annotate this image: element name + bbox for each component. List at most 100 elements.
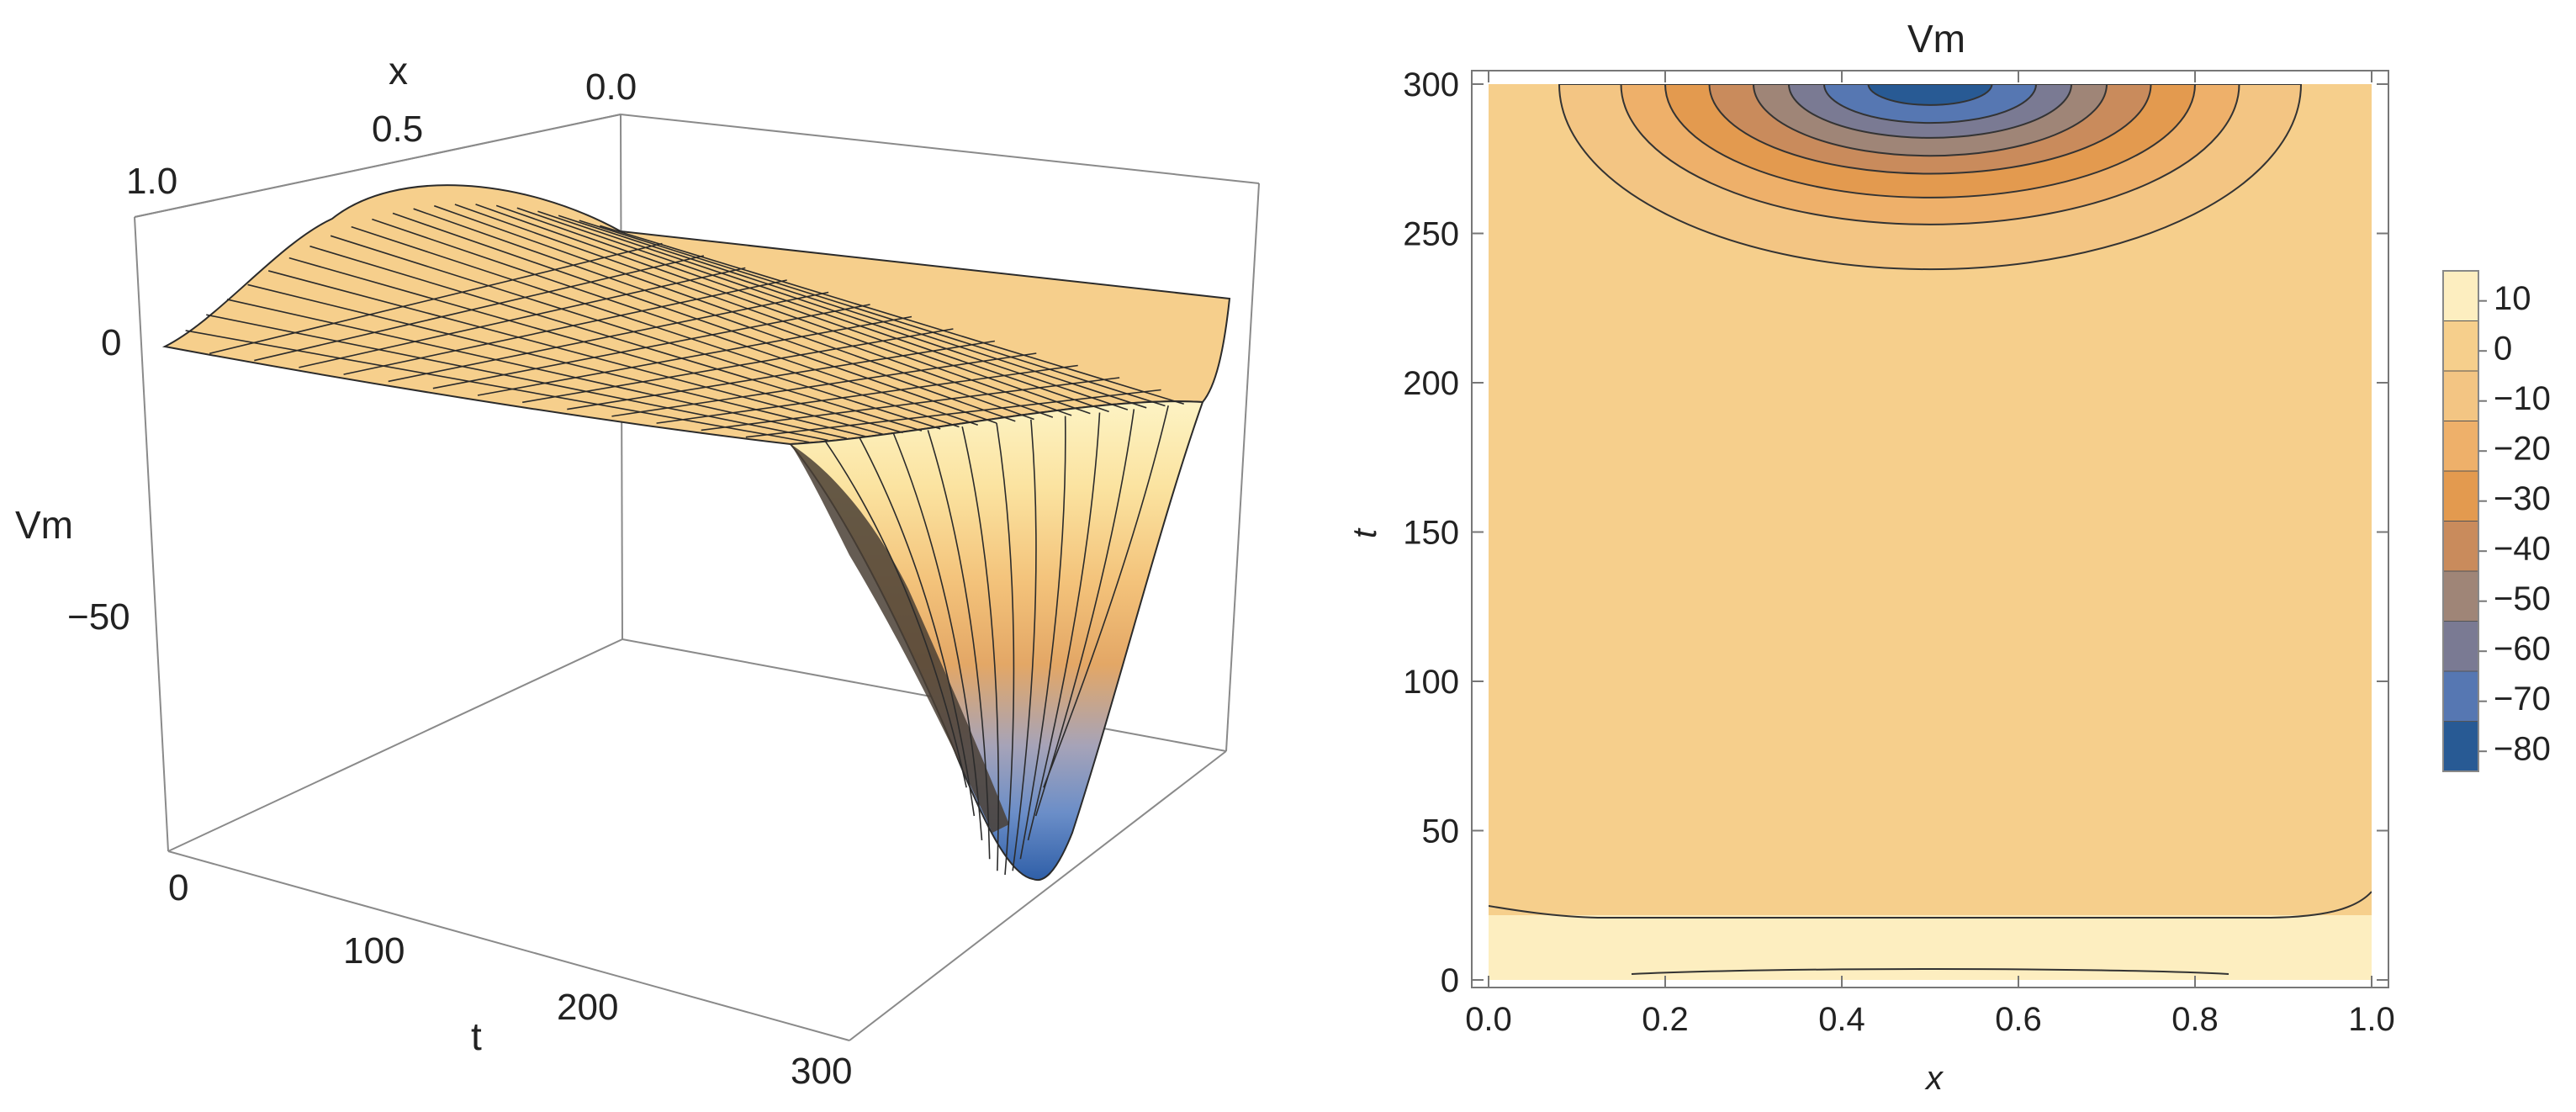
mesh-line-x (413, 208, 1016, 422)
mesh-line-dip (1019, 416, 1066, 860)
colorbar-label: −40 (2494, 530, 2551, 567)
contour-ylabel: t (1346, 527, 1383, 538)
contour-x-tick-label: 1.0 (2348, 1001, 2395, 1038)
colorbar-band (2442, 370, 2479, 421)
colorbar-label: −20 (2494, 430, 2551, 467)
mesh-line-dip (858, 437, 976, 817)
colorbar-label: −70 (2494, 680, 2551, 718)
contour-y-tick-label: 50 (1422, 813, 1460, 850)
contour-rings (1558, 84, 2303, 271)
contour-frame (1471, 70, 2389, 988)
mesh-line-dip (824, 440, 967, 788)
contour-x-tick-label: 0.6 (1995, 1001, 2042, 1038)
x-tick-1.0: 1.0 (126, 161, 177, 202)
mesh-line-t (567, 340, 995, 410)
colorbar-label: 10 (2494, 280, 2531, 317)
mesh-line-x (226, 299, 847, 439)
mesh-line-dip (996, 422, 1015, 876)
contour-xlabel: x (1924, 1060, 1944, 1097)
colorbar-label: −30 (2494, 480, 2551, 517)
surface-mesh (161, 184, 1231, 882)
surface-plot-3d: x 1.0 0.5 0.0 Vm 0 −50 t 0 100 200 300 (15, 49, 1260, 1092)
contour-ticks: 0.0 0.2 0.4 0.6 0.8 1.0 0 50 100 150 200 250 300 (1403, 66, 2395, 1038)
contour-y-tick-label: 100 (1403, 664, 1459, 701)
mesh-line-dip (1034, 409, 1135, 817)
colorbar-label: −80 (2494, 730, 2551, 767)
contour-y-tick-label: 200 (1403, 365, 1459, 402)
mesh-line-x (309, 245, 923, 432)
mesh-line-x (475, 204, 1072, 416)
colorbar-band (2442, 621, 2479, 672)
z-tick-0: 0 (101, 322, 121, 363)
colorbar-label: −50 (2494, 580, 2551, 617)
contour-line-low (1489, 891, 2372, 919)
mesh-line-dip (1043, 405, 1169, 788)
mesh-line-x (351, 225, 960, 428)
mesh-line-x (600, 225, 1184, 405)
mesh-line-x (454, 204, 1054, 418)
surface-grid-lines (185, 204, 1184, 876)
contour-y-tick-label: 0 (1441, 962, 1459, 999)
t-tick-0: 0 (168, 867, 188, 908)
t-tick-300: 300 (791, 1051, 852, 1092)
colorbar-legend: 10 0 −10 −20 −30 −40 −50 −60 −70 −80 (2442, 270, 2551, 772)
contour-x-tick-label: 0.0 (1465, 1001, 1512, 1038)
x-axis-title-3d: x (389, 49, 408, 93)
colorbar-band (2442, 670, 2479, 722)
contour-title: Vm (1907, 17, 1965, 61)
contour-plot-2d: Vm 0.0 0.2 0.4 0.6 0.8 1.0050100150200250300 … (1346, 17, 2551, 1097)
mesh-line-x (495, 204, 1091, 415)
mesh-line-x (392, 212, 997, 424)
contour-y-tick-label: 300 (1403, 66, 1459, 103)
mesh-line-dip (927, 430, 991, 860)
contour-bottom-band (1489, 915, 2372, 980)
colorbar-frame (2442, 270, 2479, 772)
contour-y-tick-label: 150 (1403, 515, 1459, 552)
mesh-line-t (254, 255, 705, 362)
mesh-line-x (206, 314, 828, 442)
colorbar-band (2442, 470, 2479, 522)
colorbar-band (2442, 320, 2479, 372)
mesh-line-dip (961, 426, 1000, 871)
mesh-line-x (247, 283, 866, 437)
contour-x-tick-label: 0.2 (1642, 1001, 1689, 1038)
contour-line-bottom (1631, 968, 2230, 975)
colorbar-band (2442, 521, 2479, 572)
mesh-line-x (185, 330, 810, 443)
colorbar-band (2442, 721, 2479, 772)
mesh-line-dip (892, 433, 983, 841)
mesh-line-dip (1027, 412, 1101, 841)
z-axis-title-3d: Vm (15, 503, 73, 547)
colorbar-label: −10 (2494, 380, 2551, 417)
mesh-line-x (558, 214, 1147, 409)
mesh-line-t (522, 328, 954, 404)
t-tick-100: 100 (343, 930, 405, 972)
mesh-line-t (656, 364, 1078, 424)
colorbar-band (2442, 270, 2479, 321)
mesh-line-t (299, 267, 746, 368)
z-tick-neg50: −50 (67, 596, 130, 638)
bounding-box-front (134, 114, 1260, 1041)
mesh-line-x (579, 220, 1166, 407)
x-tick-0.0: 0.0 (585, 66, 637, 108)
mesh-line-t (477, 315, 912, 396)
t-axis-title-3d: t (471, 1014, 482, 1058)
contour-y-tick-label: 250 (1403, 216, 1459, 253)
mesh-line-x (434, 204, 1034, 421)
mesh-line-t (209, 242, 663, 355)
colorbar-band (2442, 570, 2479, 622)
t-tick-200: 200 (557, 987, 618, 1028)
mesh-line-dip (1012, 419, 1037, 871)
contour-ring-neg80 (1867, 84, 1993, 106)
mesh-line-x (267, 270, 885, 436)
mesh-line-x (288, 257, 903, 434)
mesh-line-x (372, 218, 978, 426)
x-tick-0.5: 0.5 (372, 109, 423, 150)
contour-x-tick-label: 0.8 (2171, 1001, 2219, 1038)
mesh-line-t (611, 352, 1037, 417)
colorbar-band (2442, 421, 2479, 472)
mesh-line-x (537, 210, 1129, 410)
colorbar-label: −60 (2494, 630, 2551, 667)
mesh-line-x (516, 207, 1109, 413)
